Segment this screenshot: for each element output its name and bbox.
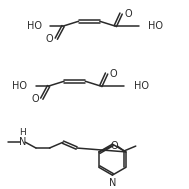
Text: HO: HO <box>148 21 163 31</box>
Text: O: O <box>109 69 117 78</box>
Text: O: O <box>111 141 118 151</box>
Text: N: N <box>19 137 26 147</box>
Text: O: O <box>31 94 39 104</box>
Text: O: O <box>46 34 53 44</box>
Text: HO: HO <box>27 21 42 31</box>
Text: O: O <box>124 9 132 19</box>
Text: N: N <box>109 178 116 188</box>
Text: HO: HO <box>134 81 149 91</box>
Text: HO: HO <box>12 81 27 91</box>
Text: H: H <box>19 128 26 137</box>
